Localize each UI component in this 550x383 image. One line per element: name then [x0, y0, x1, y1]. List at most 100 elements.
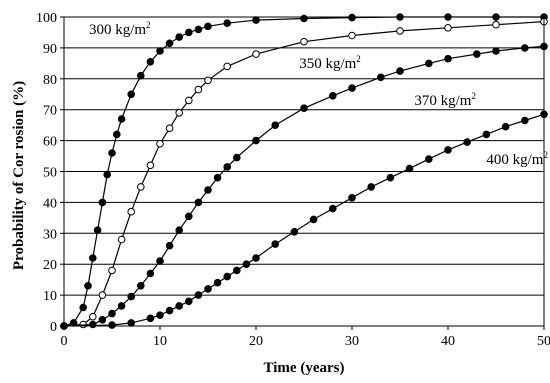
- curve-label-superscript: 2: [146, 20, 151, 30]
- series-2-point: [89, 312, 97, 321]
- series-2-point: [444, 24, 452, 32]
- series-1-point: [98, 198, 107, 207]
- series-2-point: [223, 62, 231, 71]
- series-4-point: [108, 321, 116, 329]
- series-4-point: [213, 278, 222, 287]
- series-2-point: [300, 37, 308, 46]
- series-1-point: [252, 16, 260, 24]
- series-3-point: [348, 84, 356, 92]
- series-4-point: [271, 240, 280, 248]
- series-2-point: [127, 207, 135, 216]
- series-4-point: [386, 173, 395, 182]
- series-4-point: [348, 194, 356, 202]
- y-tick-label: 100: [36, 11, 57, 26]
- series-3-point: [108, 309, 116, 318]
- x-axis-title: Time (years): [264, 360, 345, 376]
- series-4-line: [63, 113, 545, 327]
- series-1-point: [108, 149, 116, 157]
- series-2-point: [137, 183, 145, 191]
- series-4-point: [233, 266, 241, 275]
- series-4-point: [309, 215, 318, 224]
- series-2-point: [146, 161, 155, 170]
- series-4-point: [501, 122, 510, 131]
- series-1-point: [79, 303, 87, 312]
- series-2-point: [108, 266, 116, 275]
- series-3-point: [165, 241, 174, 250]
- series-3-point: [300, 104, 308, 112]
- curve-label-4: 400 kg/m2: [486, 150, 548, 168]
- series-2-point: [194, 85, 203, 94]
- series-4-point: [165, 306, 174, 315]
- series-3-point: [89, 320, 97, 329]
- series-4-point: [367, 183, 376, 191]
- series-4-point: [175, 302, 183, 310]
- series-1-point: [93, 226, 102, 234]
- series-3-point: [252, 136, 260, 145]
- series-1-point: [223, 19, 231, 28]
- series-2-point: [396, 27, 404, 35]
- series-1-point: [84, 282, 92, 290]
- curve-label-superscript: 2: [543, 150, 548, 160]
- series-3-point: [492, 47, 500, 55]
- series-1-point: [117, 115, 126, 123]
- x-tick-label: 40: [441, 334, 455, 349]
- series-1-point: [146, 58, 155, 66]
- curve-label-text: 350 kg/m: [299, 56, 356, 72]
- series-3-point: [185, 212, 193, 221]
- series-2-point: [204, 76, 212, 85]
- series-3-point: [117, 302, 126, 310]
- curve-label-3: 370 kg/m2: [414, 91, 476, 109]
- series-3-point: [396, 67, 404, 75]
- series-2-point: [165, 124, 174, 132]
- curve-label-text: 370 kg/m: [414, 93, 471, 109]
- series-2-point: [156, 139, 164, 148]
- series-4-point: [185, 297, 193, 306]
- series-2-point: [348, 31, 356, 40]
- series-4: [60, 110, 548, 330]
- y-axis-title: Probability of Cor rosion (%): [11, 81, 27, 270]
- series-1-point: [89, 254, 97, 262]
- series-1-point: [127, 90, 135, 99]
- curve-label-superscript: 2: [471, 91, 476, 101]
- x-tick-label: 0: [61, 334, 68, 349]
- series-3-point: [473, 50, 481, 58]
- series-4-point: [290, 228, 299, 236]
- curve-label-text: 400 kg/m: [486, 152, 543, 168]
- series-4-point: [252, 254, 260, 262]
- series-2-point: [175, 109, 183, 117]
- series-3-point: [213, 173, 222, 182]
- series-4-point: [329, 204, 337, 213]
- y-tick-label: 50: [43, 166, 57, 181]
- series-3-point: [271, 121, 280, 129]
- series-4-point: [444, 146, 452, 154]
- series-3-point: [146, 269, 155, 278]
- series-2-point: [185, 96, 193, 105]
- series-4-point: [204, 285, 212, 293]
- series-4-point: [156, 311, 164, 320]
- series-3-point: [329, 92, 337, 100]
- series-3-point: [127, 292, 135, 301]
- series-4-point: [127, 319, 135, 327]
- series-4-point: [521, 116, 529, 125]
- series-1-point: [300, 14, 308, 23]
- series-4-point: [425, 155, 433, 163]
- y-tick-label: 70: [43, 104, 57, 119]
- curve-label-text: 300 kg/m: [89, 22, 146, 38]
- series-1-point: [137, 71, 145, 80]
- series-3-point: [175, 226, 183, 234]
- x-tick-label: 20: [249, 334, 263, 349]
- series-3: [60, 42, 548, 330]
- y-tick-label: 10: [43, 289, 57, 304]
- series-2-point: [98, 291, 107, 299]
- series-3-point: [377, 73, 385, 82]
- series-1-point: [156, 47, 164, 55]
- series-2: [60, 17, 548, 330]
- series-4-point: [463, 138, 472, 146]
- curve-label-2: 350 kg/m2: [299, 54, 361, 72]
- y-tick-label: 30: [43, 227, 57, 242]
- series-4-point: [482, 130, 491, 139]
- series-4-point: [146, 314, 155, 323]
- series-1-point: [175, 33, 183, 41]
- series-4-point: [223, 272, 231, 281]
- y-tick-label: 90: [43, 42, 57, 57]
